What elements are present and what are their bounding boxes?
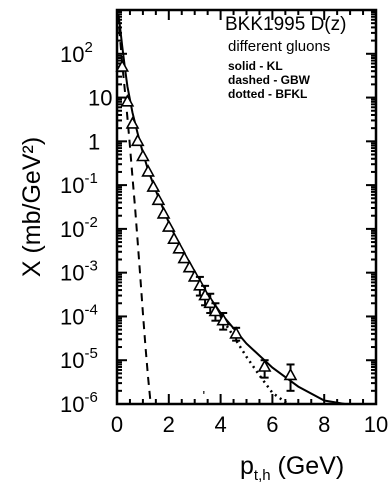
data-point-triangle [257,359,272,372]
y-tick-label: 10-2 [60,214,98,242]
y-tick-label: 102 [60,39,93,67]
y-tick-label: 10-6 [60,389,98,417]
y-tick-label: 10-5 [60,345,98,373]
y-axis-title: X (mb/GeV²) [18,137,46,277]
x-tick-label: 8 [318,412,330,437]
legend-item-dashed: dashed - GBW [228,73,311,87]
data-point-triangle [172,241,187,254]
data-point-triangle [187,269,202,282]
data-point-triangle [120,94,135,107]
data-point-triangle [193,278,207,291]
data-point-triangle [136,148,150,162]
x-tick-label: 4 [214,412,226,437]
legend-item-solid: solid - KL [228,59,283,73]
data-point-triangle [161,219,176,232]
annotations: ' [202,388,205,404]
data-point-triangle [151,192,166,206]
legend: BKK1995 D(z) different gluons solid - KL… [225,14,346,101]
y-tick-label: 10-1 [60,170,98,198]
data-point-triangle [229,326,243,339]
y-tick-label: 10-3 [60,258,98,286]
data-point-triangle [177,250,192,264]
data-point-triangle [216,313,231,326]
data-point-triangle [125,116,140,129]
data-point-triangle [182,260,197,273]
data-point-triangle [146,179,161,192]
data-point-triangle [156,206,171,219]
data-point-triangle [130,133,145,147]
curve-dashed [117,14,152,404]
data-point-triangle [208,303,223,317]
legend-item-dotted: dotted - BFKL [228,87,307,101]
x-axis-title: pt,h (GeV) [240,452,344,484]
data-point-triangle [167,231,181,244]
legend-title: BKK1995 D(z) [225,14,346,35]
legend-subtitle: different gluons [228,38,330,55]
annotation-mark: ' [202,388,205,404]
x-axis-title-sub: t,h [254,467,271,484]
x-axis-title-p: p [240,452,254,480]
y-tick-label: 1 [88,129,100,154]
x-tick-labels: 0 2 4 6 8 10 [111,412,388,437]
x-tick-label: 2 [163,412,175,437]
x-tick-label: 6 [266,412,278,437]
x-tick-label: 10 [364,412,388,437]
data-point-triangle [283,367,298,381]
y-tick-label: 10 [88,86,112,111]
x-tick-label: 0 [111,412,123,437]
data-points [115,59,298,392]
data-point-triangle [141,164,155,177]
data-point-triangle [115,59,130,72]
y-tick-label: 10-4 [60,301,98,329]
y-tick-labels: 10-6 10-5 10-4 10-3 10-2 10-1 1 10 102 [60,39,112,417]
x-axis-title-rest: (GeV) [271,452,345,480]
